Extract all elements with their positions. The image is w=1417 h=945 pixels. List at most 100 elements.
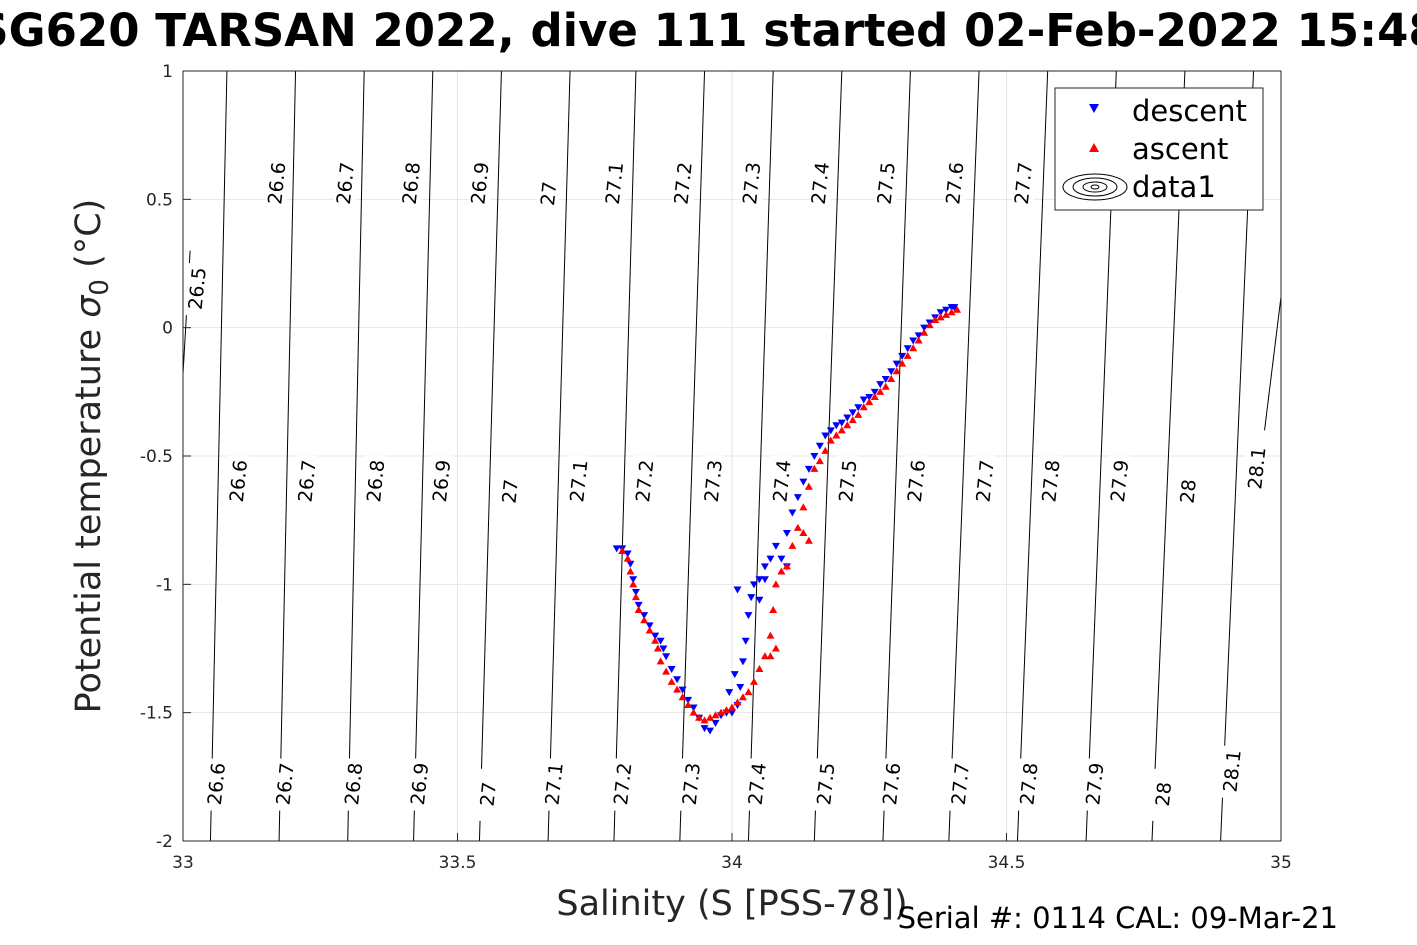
ascent-point: [914, 336, 923, 344]
ascent-point: [903, 351, 912, 359]
x-tick-label: 34.5: [988, 853, 1026, 873]
ascent-point: [645, 626, 654, 634]
descent-point: [684, 696, 693, 704]
contour-label: 27.5: [835, 459, 861, 503]
contour-label: 27.7: [948, 762, 974, 806]
descent-point: [645, 622, 654, 630]
y-tick-label: -0.5: [140, 447, 173, 467]
contour-label-bg: [880, 758, 903, 811]
ascent-point: [804, 482, 813, 490]
ascent-point: [837, 426, 846, 434]
descent-point: [749, 581, 758, 589]
ascent-point: [618, 546, 627, 554]
ascent-point: [881, 382, 890, 390]
isopycnal-line: [813, 70, 843, 842]
contour-label: 27.2: [632, 459, 658, 503]
contour-label-bg: [226, 455, 249, 508]
ascent-point: [717, 708, 726, 716]
descent-point: [777, 555, 786, 563]
contour-label-bg: [295, 455, 318, 508]
contour-label-bg: [740, 157, 763, 210]
descent-point: [760, 563, 769, 571]
descent-point: [656, 637, 665, 645]
descent-point: [821, 432, 830, 440]
contour-label-bg: [1220, 745, 1243, 798]
contour-label-bg: [948, 758, 971, 811]
contour-label: 26.8: [341, 762, 367, 806]
contour-label: 27.6: [879, 762, 905, 806]
descent-point: [881, 376, 890, 383]
legend-ascent-marker: [1089, 143, 1099, 152]
ascent-point: [640, 616, 649, 624]
ascent-point: [684, 700, 693, 708]
contour-label-bg: [1245, 442, 1268, 495]
ascent-point: [634, 606, 643, 613]
contour-label: 27.8: [1016, 762, 1042, 806]
y-tick-label: 0.5: [146, 190, 173, 210]
ascent-point: [738, 693, 747, 701]
contour-label: 27.6: [904, 459, 930, 503]
descent-point: [741, 637, 750, 645]
descent-point: [837, 419, 846, 427]
contour-label-bg: [745, 758, 768, 811]
ascent-point: [876, 387, 885, 395]
isopycnal-line: [547, 70, 571, 842]
ascent-point: [777, 567, 786, 575]
contour-label: 27.7: [972, 459, 998, 503]
descent-point: [854, 404, 863, 412]
descent-point: [936, 309, 945, 317]
ascent-point: [925, 321, 934, 329]
ascent-point: [631, 593, 640, 601]
isopycnal-line: [882, 70, 911, 842]
contour-label: 27.2: [670, 161, 696, 205]
descent-point: [736, 684, 745, 691]
descent-point: [815, 442, 824, 450]
descent-point: [733, 586, 742, 594]
descent-point: [640, 612, 649, 620]
ascent-point: [656, 657, 665, 665]
contour-label-bg: [542, 758, 565, 811]
legend-data1-label: data1: [1132, 170, 1216, 204]
serial-cal-footer: Serial #: 0114 CAL: 09-Mar-21: [898, 901, 1338, 935]
ascent-point: [626, 567, 635, 575]
isopycnal-contours: [182, 70, 1282, 842]
contour-label-bg: [814, 758, 837, 811]
descent-point: [766, 555, 775, 563]
isopycnal-line: [948, 70, 980, 842]
y-tick-label: 1: [162, 62, 173, 82]
descent-point: [755, 596, 764, 604]
ascent-point: [870, 392, 879, 400]
y-tick-label: -1.5: [140, 704, 173, 724]
descent-point: [711, 719, 720, 727]
contour-label: 27.9: [1082, 762, 1108, 806]
x-tick-label: 35: [1270, 853, 1292, 873]
contour-label-bg: [671, 157, 694, 210]
descent-point: [747, 594, 756, 602]
ascent-point: [920, 328, 929, 336]
contour-label-bg: [1176, 465, 1199, 518]
contour-label: 26.9: [467, 161, 493, 205]
contour-label: 27.6: [942, 161, 968, 205]
contour-label-bg: [342, 758, 365, 811]
contour-label: 28: [1176, 478, 1200, 504]
contour-label-bg: [430, 455, 453, 508]
descent-point: [626, 560, 635, 568]
ascent-point: [711, 711, 720, 719]
ascent-point: [662, 667, 671, 675]
ascent-point: [673, 685, 682, 693]
contour-label-bg: [333, 157, 356, 210]
legend-ascent-label: ascent: [1132, 132, 1228, 166]
ascent-point: [722, 706, 731, 714]
ascent-point: [931, 315, 940, 323]
isopycnal-line: [478, 70, 502, 842]
y-tick-label: -2: [156, 832, 173, 852]
descent-point: [870, 388, 879, 396]
ascent-point: [810, 464, 819, 472]
ascent-point: [865, 398, 874, 406]
contour-label-bg: [364, 455, 387, 508]
contour-label-bg: [836, 455, 859, 508]
ascent-point: [700, 716, 709, 724]
contour-label-bg: [633, 455, 656, 508]
contour-label-bg: [1083, 758, 1106, 811]
